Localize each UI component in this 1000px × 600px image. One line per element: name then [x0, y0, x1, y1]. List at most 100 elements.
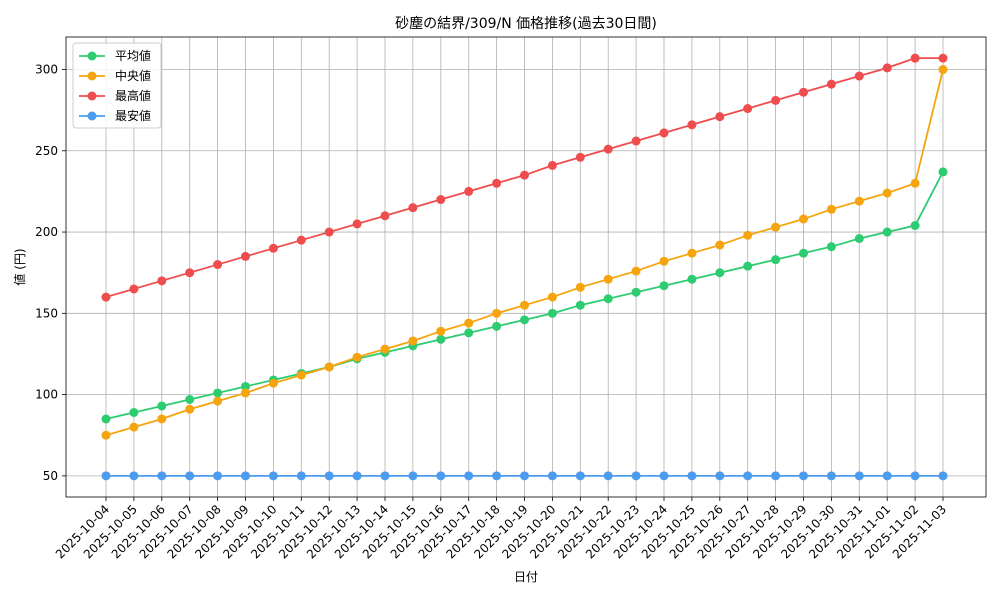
- data-point: [938, 167, 948, 177]
- data-point: [575, 300, 585, 310]
- data-point: [631, 471, 641, 481]
- data-point: [882, 188, 892, 198]
- data-point: [631, 266, 641, 276]
- data-point: [659, 471, 669, 481]
- data-point: [854, 71, 864, 81]
- data-point: [241, 381, 250, 391]
- data-point: [408, 336, 418, 346]
- data-point: [938, 65, 948, 75]
- data-point: [296, 235, 306, 245]
- data-point: [101, 292, 111, 302]
- data-point: [436, 195, 446, 205]
- data-point: [799, 471, 808, 481]
- data-point: [743, 261, 753, 271]
- legend-entry: 中央値: [79, 68, 151, 83]
- legend-label: 平均値: [115, 48, 151, 63]
- data-point: [631, 136, 641, 146]
- data-point: [771, 222, 781, 232]
- data-point: [771, 95, 781, 105]
- data-point: [687, 248, 697, 258]
- data-point: [826, 204, 836, 214]
- y-axis: 50 100 150 200 250 300: [35, 63, 66, 483]
- x-axis-label: 日付: [514, 570, 538, 584]
- data-point: [492, 471, 502, 481]
- data-point: [826, 242, 836, 252]
- data-point: [771, 471, 781, 481]
- data-point: [157, 471, 167, 481]
- plot-frame: [65, 36, 987, 498]
- x-axis: 2025-10-042025-10-052025-10-062025-10-07…: [53, 497, 949, 561]
- data-point: [185, 268, 195, 278]
- data-point: [129, 407, 139, 417]
- legend-box: [72, 42, 162, 129]
- data-point: [213, 388, 223, 398]
- data-point: [715, 112, 725, 122]
- data-point: [771, 255, 781, 265]
- data-point: [603, 294, 613, 304]
- data-point: [520, 315, 529, 325]
- data-point: [687, 120, 697, 130]
- data-point: [101, 430, 111, 440]
- data-point: [492, 321, 502, 331]
- data-point: [854, 234, 864, 244]
- data-point: [324, 471, 334, 481]
- data-point: [436, 326, 446, 336]
- data-point: [799, 248, 808, 258]
- grid: [66, 37, 986, 497]
- data-point: [436, 471, 446, 481]
- y-tick-label: 100: [35, 388, 58, 402]
- data-point: [520, 300, 529, 310]
- data-point: [213, 471, 223, 481]
- data-point: [575, 471, 585, 481]
- data-point: [687, 274, 697, 284]
- data-point: [352, 471, 362, 481]
- series-1: [101, 167, 948, 424]
- data-point: [547, 308, 557, 318]
- y-tick-label: 300: [35, 63, 58, 77]
- data-point: [352, 352, 362, 362]
- data-point: [129, 284, 139, 294]
- data-point: [296, 471, 306, 481]
- data-point: [380, 344, 390, 354]
- data-point: [157, 401, 167, 411]
- data-point: [715, 268, 725, 278]
- data-point: [715, 240, 725, 250]
- data-point: [352, 219, 362, 229]
- data-point: [520, 170, 529, 180]
- data-point: [520, 471, 529, 481]
- data-point: [268, 243, 278, 253]
- data-point: [687, 471, 697, 481]
- data-point: [826, 471, 836, 481]
- legend-swatch-marker: [87, 91, 97, 101]
- data-point: [296, 370, 306, 380]
- data-point: [659, 256, 669, 266]
- data-point: [910, 471, 920, 481]
- data-point: [380, 211, 390, 221]
- data-point: [408, 203, 418, 213]
- data-point: [882, 227, 892, 237]
- data-point: [185, 471, 195, 481]
- data-point: [464, 318, 474, 328]
- data-point: [101, 471, 111, 481]
- data-point: [157, 414, 167, 424]
- data-point: [464, 471, 474, 481]
- legend-entry: 平均値: [79, 48, 151, 63]
- data-point: [547, 160, 557, 170]
- legend-label: 中央値: [115, 68, 151, 83]
- data-point: [464, 328, 474, 338]
- legend-entry: 最安値: [79, 108, 151, 123]
- data-point: [910, 53, 920, 63]
- data-point: [659, 128, 669, 138]
- data-point: [575, 282, 585, 292]
- data-point: [268, 378, 278, 388]
- data-point: [938, 471, 948, 481]
- data-point: [743, 471, 753, 481]
- series-layer: [101, 53, 948, 481]
- chart-title: 砂塵の結界/309/N 価格推移(過去30日間): [395, 15, 657, 32]
- y-axis-label: 値 (円): [12, 248, 27, 285]
- data-point: [575, 152, 585, 162]
- data-point: [547, 471, 557, 481]
- data-point: [938, 53, 948, 63]
